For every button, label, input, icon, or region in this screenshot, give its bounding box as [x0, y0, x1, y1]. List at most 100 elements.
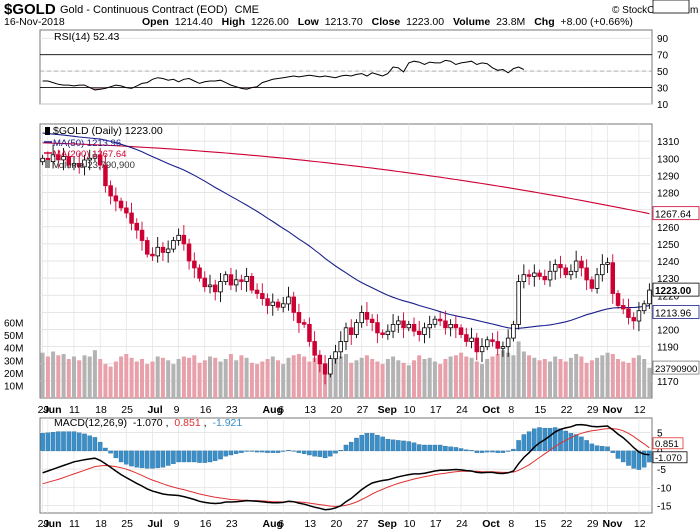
macd-histogram-bar: [458, 448, 464, 451]
volume-bar: [228, 354, 233, 398]
price-legend-text: $GOLD (Daily) 1223.00: [53, 125, 163, 137]
macd-x-tick-label: Sep: [378, 518, 397, 530]
macd-histogram-bar: [568, 433, 574, 451]
volume-bar: [312, 357, 317, 398]
candle-body: [547, 270, 553, 281]
volume-bar: [464, 356, 469, 398]
volume-bar: [129, 357, 134, 398]
macd-histogram-bar: [202, 450, 208, 463]
price-x-tick-label: 25: [121, 404, 133, 416]
macd-histogram-bar: [584, 440, 589, 452]
volume-bar: [208, 356, 212, 398]
candle-body: [584, 267, 589, 281]
macd-histogram-bar: [322, 450, 328, 459]
volume-bar: [150, 361, 155, 398]
candle-body: [458, 327, 464, 335]
macd-x-tick-label: 9: [174, 518, 180, 530]
volume-legend-swatch: [45, 160, 50, 168]
volume-bar: [276, 360, 280, 398]
candle-body: [249, 275, 255, 291]
ma50-line: [42, 132, 650, 330]
candle-body: [328, 358, 333, 375]
ma200-legend-text: MA(200) 1267.64: [53, 149, 126, 160]
volume-bar: [432, 361, 437, 398]
macd-histogram-bar: [113, 450, 119, 459]
macd-histogram-bar: [244, 450, 249, 452]
candle-body: [437, 318, 443, 322]
candle-body: [411, 323, 417, 332]
macd-histogram-bar: [636, 450, 642, 470]
macd-histogram-bar: [87, 435, 92, 452]
volume-last-value-box: [652, 360, 700, 375]
macd-histogram-bar: [448, 446, 453, 452]
macd-histogram-bar: [218, 450, 223, 460]
macd-histogram-bar: [474, 450, 480, 453]
candle-body: [401, 320, 406, 329]
macd-histogram-bar: [207, 450, 213, 463]
volume-bar: [40, 352, 45, 398]
price-tick-label: 1260: [657, 223, 680, 234]
candle-body: [218, 281, 223, 293]
candle-body: [558, 263, 563, 269]
volume-bar: [417, 355, 422, 398]
volume-bar: [574, 354, 579, 398]
volume-bar: [239, 355, 244, 398]
price-legend-swatch: [45, 127, 50, 135]
macd-histogram-bar: [212, 450, 218, 461]
macd-histogram-bar: [375, 434, 380, 452]
macd-line: [42, 423, 650, 511]
candle-body: [448, 323, 453, 329]
volume-tick-label: 40M: [4, 344, 23, 355]
volume-tick-label: 20M: [4, 369, 23, 380]
candle-body: [296, 311, 302, 324]
macd-histogram-bar: [56, 431, 61, 452]
volume-bar: [626, 362, 631, 398]
close-label: Close: [372, 16, 401, 28]
macd-legend-prefix: MACD(12,26,9): [54, 417, 127, 429]
volume-bar: [281, 364, 286, 398]
volume-bar: [579, 356, 584, 398]
macd-histogram-bar: [223, 450, 228, 457]
macd-histogram-bar: [615, 450, 621, 459]
macd-histogram-bar: [359, 434, 364, 452]
candle-body: [505, 337, 511, 348]
macd-histogram-bar: [647, 450, 652, 463]
macd-histogram-bar: [265, 450, 270, 453]
macd-histogram-bar: [338, 450, 344, 452]
macd-histogram-bar: [427, 444, 432, 451]
macd-x-tick-label: 10: [404, 518, 416, 530]
macd-histogram-bar: [328, 450, 333, 457]
macd-legend-signal: 0.851: [174, 417, 200, 429]
volume-bar: [380, 364, 385, 398]
volume-bar: [234, 360, 239, 398]
macd-legend-value: -1.070: [133, 417, 163, 429]
volume-bar: [548, 361, 552, 398]
rsi-tick-label: 10: [657, 100, 669, 111]
macd-tick-label: -5: [657, 465, 666, 476]
rsi-frame: [39, 29, 653, 105]
volume-bar: [92, 350, 97, 398]
macd-histogram-bar: [82, 433, 87, 452]
candle-body: [286, 296, 291, 305]
candle-body: [61, 156, 66, 161]
price-tick-label: 1290: [657, 171, 680, 182]
candle-body: [464, 334, 469, 342]
volume-bar: [218, 361, 223, 398]
price-panel: 1310130012901280127012601250124012301220…: [4, 123, 700, 416]
candle-body: [563, 267, 569, 276]
volume-bar: [286, 357, 291, 398]
volume-bar: [328, 361, 333, 398]
macd-x-tick-label: 13: [304, 518, 316, 530]
macd-histogram-bar: [296, 450, 302, 453]
candle-body: [385, 330, 391, 336]
volume-bar: [72, 356, 76, 398]
macd-x-tick-label: Jun: [43, 518, 62, 530]
low-value: 1213.70: [325, 16, 363, 28]
volume-bar: [370, 359, 375, 398]
volume-tick-label: 60M: [4, 319, 23, 330]
macd-histogram-bar: [71, 431, 77, 452]
candle-body: [369, 318, 375, 324]
candle-body: [50, 154, 56, 163]
macd-histogram-bar: [343, 444, 349, 451]
